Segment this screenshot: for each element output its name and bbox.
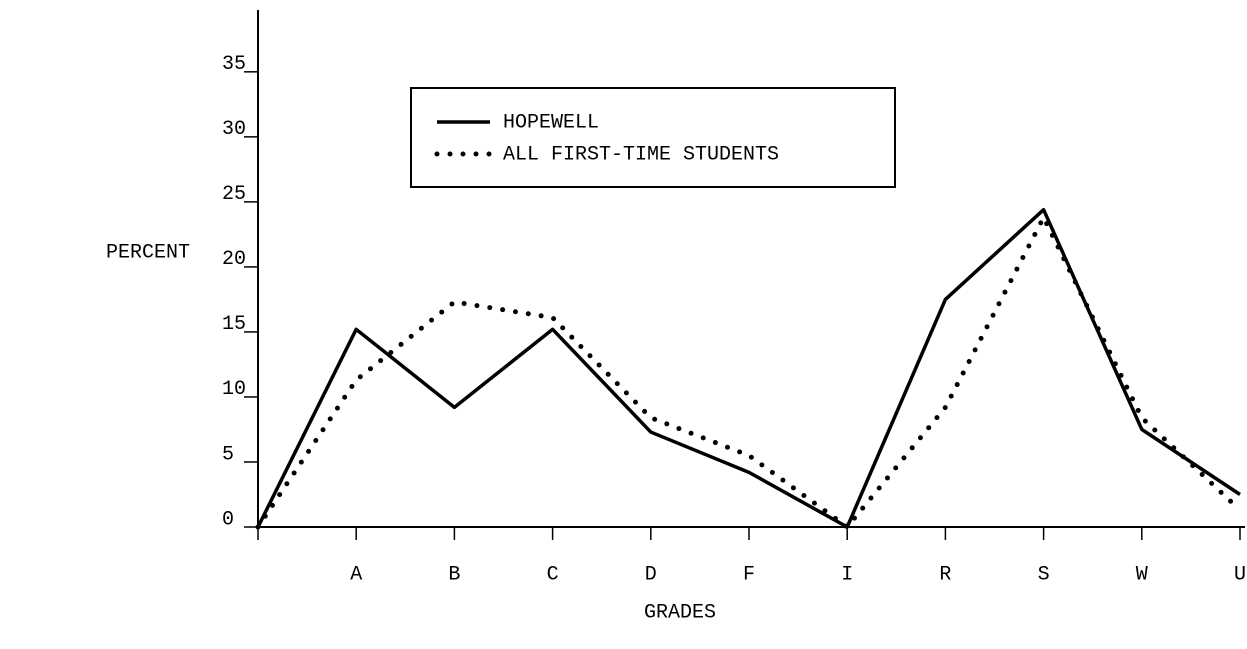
legend-label: HOPEWELL xyxy=(503,111,599,134)
y-tick-label: 25 xyxy=(222,183,246,206)
y-tick-label: 20 xyxy=(222,248,246,271)
x-tick-label: U xyxy=(1234,563,1246,586)
y-tick-label: 15 xyxy=(222,313,246,336)
x-tick-label: S xyxy=(1038,563,1050,586)
y-axis-label: PERCENT xyxy=(106,241,190,264)
y-tick-label: 35 xyxy=(222,53,246,76)
y-tick-label: 5 xyxy=(222,443,234,466)
x-tick-label: R xyxy=(939,563,951,586)
x-tick-label: B xyxy=(448,563,460,586)
y-tick-label: 0 xyxy=(222,508,234,531)
x-tick-label: W xyxy=(1136,563,1148,586)
x-axis-label: GRADES xyxy=(644,601,716,624)
x-tick-label: F xyxy=(743,563,755,586)
legend-box xyxy=(410,87,896,188)
x-tick-label: I xyxy=(841,563,853,586)
x-tick-label: C xyxy=(547,563,559,586)
legend-label: ALL FIRST-TIME STUDENTS xyxy=(503,143,779,166)
series-line xyxy=(255,211,1243,531)
x-tick-label: A xyxy=(350,563,362,586)
y-tick-label: 30 xyxy=(222,118,246,141)
series-line xyxy=(256,207,1241,529)
y-tick-label: 10 xyxy=(222,378,246,401)
x-tick-label: D xyxy=(645,563,657,586)
